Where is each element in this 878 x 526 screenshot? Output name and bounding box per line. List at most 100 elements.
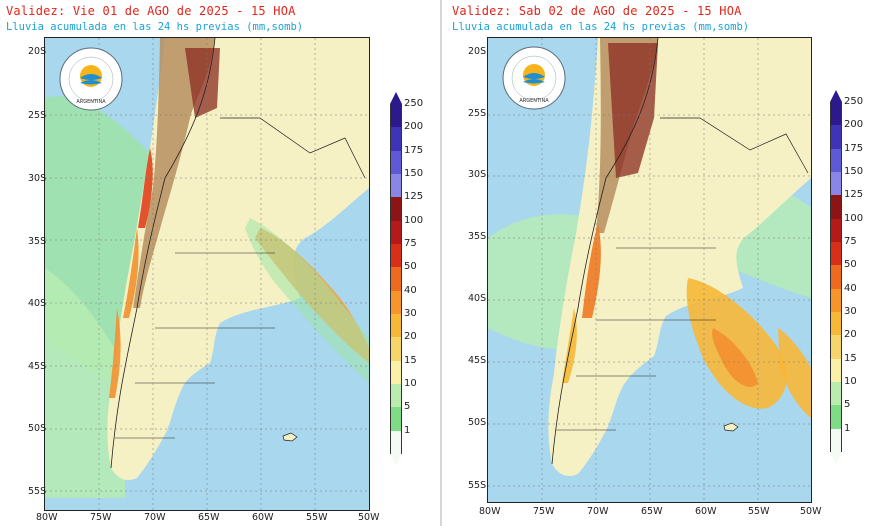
colorbar-segment bbox=[830, 125, 842, 150]
colorbar-segment bbox=[830, 288, 842, 313]
lon-label: 60W bbox=[695, 506, 717, 517]
lat-label: 40S bbox=[468, 293, 487, 304]
lat-label: 25S bbox=[28, 110, 47, 121]
lat-label: 50S bbox=[28, 423, 47, 434]
colorbar-label: 15 bbox=[844, 352, 857, 364]
colorbar-segment bbox=[830, 242, 842, 266]
smn-logo-icon: ARGENTINA bbox=[501, 45, 567, 111]
lat-label: 30S bbox=[468, 169, 487, 180]
colorbar-top-arrow bbox=[390, 92, 402, 104]
colorbar: 250 200 175 150 125 100 75 50 40 30 20 15 10 5 1 bbox=[390, 92, 423, 466]
colorbar-label: 250 bbox=[844, 96, 864, 107]
colorbar-segment bbox=[390, 150, 402, 175]
colorbar-segment bbox=[830, 405, 842, 430]
colorbar-label: 40 bbox=[404, 284, 417, 296]
svg-text:ARGENTINA: ARGENTINA bbox=[76, 99, 106, 105]
colorbar-segment bbox=[830, 218, 842, 243]
colorbar-segment bbox=[390, 267, 402, 292]
colorbar-label: 20 bbox=[844, 329, 857, 341]
colorbar-segment bbox=[390, 104, 402, 128]
precipitation-map bbox=[487, 37, 812, 503]
lon-label: 70W bbox=[587, 506, 609, 517]
colorbar-segment bbox=[830, 195, 842, 220]
colorbar-segment bbox=[830, 428, 842, 453]
colorbar-segment bbox=[830, 102, 842, 126]
colorbar-bottom-arrow bbox=[390, 454, 402, 466]
colorbar-label: 150 bbox=[404, 168, 424, 179]
colorbar-label: 100 bbox=[404, 214, 424, 226]
lat-label: 45S bbox=[468, 355, 487, 366]
colorbar-label: 100 bbox=[844, 212, 864, 224]
colorbar-segment bbox=[830, 358, 842, 383]
colorbar-segment bbox=[390, 290, 402, 315]
colorbar-segment bbox=[830, 265, 842, 290]
colorbar-segment bbox=[390, 127, 402, 152]
colorbar-label: 50 bbox=[844, 259, 857, 271]
colorbar-label: 250 bbox=[404, 98, 424, 109]
colorbar-label: 5 bbox=[404, 401, 411, 413]
lat-label: 20S bbox=[468, 46, 487, 57]
colorbar-label: 20 bbox=[404, 331, 417, 343]
colorbar-segment bbox=[390, 384, 402, 408]
colorbar-label: 175 bbox=[844, 142, 864, 154]
colorbar-label: 1 bbox=[844, 422, 851, 434]
colorbar-segment bbox=[830, 148, 842, 173]
lat-label: 50S bbox=[468, 417, 487, 428]
colorbar-segment bbox=[390, 360, 402, 385]
colorbar-label: 40 bbox=[844, 282, 857, 294]
lon-label: 50W bbox=[358, 512, 380, 523]
forecast-panel-day1: Validez: Vie 01 de AGO de 2025 - 15 HOA … bbox=[6, 4, 424, 523]
colorbar-label: 50 bbox=[404, 261, 417, 273]
lon-label: 65W bbox=[198, 512, 220, 523]
colorbar-segment bbox=[390, 407, 402, 432]
panel-subtitle: Lluvia acumulada en las 24 hs previas (m… bbox=[6, 21, 304, 33]
lat-label: 40S bbox=[28, 298, 47, 309]
forecast-panel-day2: Validez: Sab 02 de AGO de 2025 - 15 HOA … bbox=[442, 0, 878, 526]
colorbar-segment bbox=[390, 314, 402, 338]
lon-label: 80W bbox=[36, 512, 58, 523]
lon-label: 70W bbox=[144, 512, 166, 523]
map-canvas bbox=[45, 38, 369, 510]
lon-label: 60W bbox=[252, 512, 274, 523]
lat-label: 35S bbox=[28, 236, 47, 247]
colorbar-segment bbox=[390, 244, 402, 268]
lat-label: 55S bbox=[468, 480, 487, 491]
colorbar-label: 200 bbox=[404, 121, 424, 133]
lon-label: 55W bbox=[748, 506, 770, 517]
colorbar-label: 75 bbox=[404, 238, 417, 249]
colorbar-segment bbox=[390, 174, 402, 198]
lon-label: 50W bbox=[800, 506, 822, 517]
colorbar-segment bbox=[390, 430, 402, 455]
smn-logo-icon: ARGENTINA bbox=[58, 46, 124, 112]
colorbar-label: 125 bbox=[404, 191, 424, 203]
colorbar-label: 200 bbox=[844, 119, 864, 131]
colorbar-label: 75 bbox=[844, 236, 857, 247]
lat-label: 20S bbox=[28, 46, 47, 57]
colorbar-label: 1 bbox=[404, 424, 411, 436]
colorbar-segment bbox=[390, 220, 402, 245]
panel-title: Validez: Sab 02 de AGO de 2025 - 15 HOA bbox=[452, 4, 742, 18]
colorbar-segment bbox=[830, 172, 842, 196]
precipitation-map bbox=[44, 37, 370, 511]
lat-label: 25S bbox=[468, 108, 487, 119]
colorbar-label: 125 bbox=[844, 189, 864, 201]
colorbar-label: 10 bbox=[404, 378, 417, 389]
colorbar-segment bbox=[390, 337, 402, 362]
lon-label: 65W bbox=[641, 506, 663, 517]
colorbar-segment bbox=[830, 312, 842, 336]
lat-label: 45S bbox=[28, 361, 47, 372]
panel-title: Validez: Vie 01 de AGO de 2025 - 15 HOA bbox=[6, 4, 296, 18]
lon-label: 75W bbox=[533, 506, 555, 517]
colorbar-label: 30 bbox=[404, 308, 417, 319]
colorbar-label: 150 bbox=[844, 166, 864, 177]
colorbar-label: 15 bbox=[404, 354, 417, 366]
panel-subtitle: Lluvia acumulada en las 24 hs previas (m… bbox=[452, 21, 750, 33]
colorbar-label: 10 bbox=[844, 376, 857, 387]
lat-label: 30S bbox=[28, 173, 47, 184]
lon-label: 75W bbox=[90, 512, 112, 523]
colorbar-bottom-arrow bbox=[830, 452, 842, 464]
lon-label: 80W bbox=[479, 506, 501, 517]
lat-label: 55S bbox=[28, 486, 47, 497]
colorbar-segment bbox=[830, 382, 842, 406]
colorbar-segment bbox=[390, 197, 402, 222]
